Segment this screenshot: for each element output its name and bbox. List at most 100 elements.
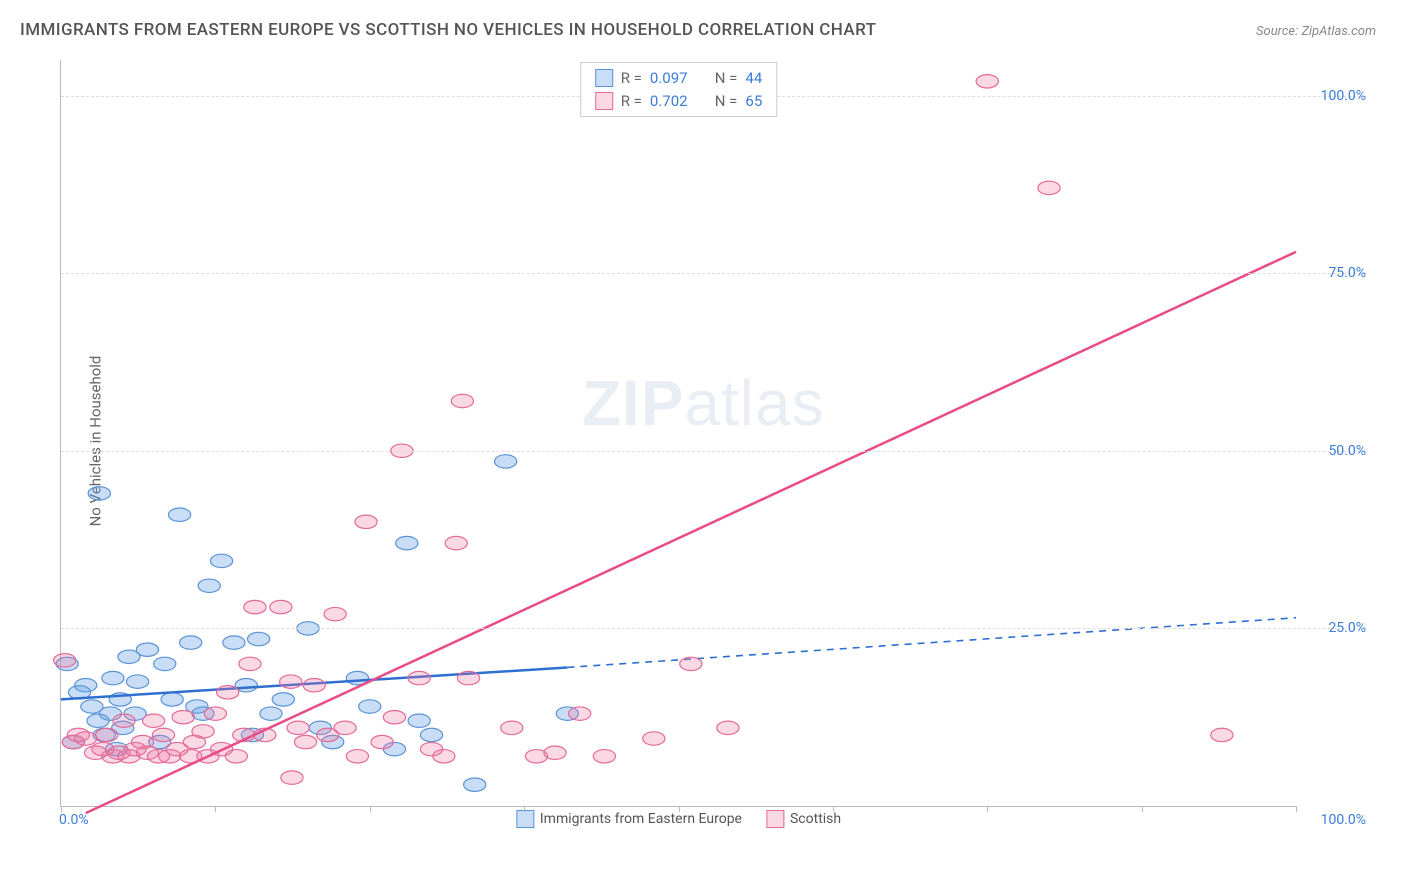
x-tick xyxy=(679,806,680,812)
trendline-dash-blue xyxy=(567,618,1296,668)
data-point-blue xyxy=(161,693,183,706)
y-tick-label: 75.0% xyxy=(1328,265,1366,281)
data-point-pink xyxy=(239,657,261,670)
series-legend: Immigrants from Eastern Europe Scottish xyxy=(516,810,841,828)
swatch-blue xyxy=(516,810,534,828)
data-point-blue xyxy=(75,679,97,692)
legend-item-pink: Scottish xyxy=(766,810,841,828)
swatch-pink xyxy=(766,810,784,828)
trendline-pink xyxy=(86,252,1296,813)
data-point-blue xyxy=(408,714,430,727)
data-point-pink xyxy=(433,750,455,763)
data-point-pink xyxy=(280,675,302,688)
data-point-pink xyxy=(172,710,194,723)
data-point-pink xyxy=(457,671,479,684)
x-tick xyxy=(987,806,988,812)
data-point-blue xyxy=(272,693,294,706)
y-tick-label: 100.0% xyxy=(1321,88,1366,104)
data-point-pink xyxy=(324,607,346,620)
data-point-blue xyxy=(126,675,148,688)
legend-item-blue: Immigrants from Eastern Europe xyxy=(516,810,742,828)
x-tick xyxy=(1142,806,1143,812)
data-point-blue xyxy=(359,700,381,713)
swatch-blue xyxy=(595,69,613,87)
x-tick xyxy=(1296,806,1297,812)
data-point-pink xyxy=(270,600,292,613)
correlation-legend: R = 0.097 N = 44R = 0.702 N = 65 xyxy=(580,62,778,117)
data-point-blue xyxy=(420,728,442,741)
swatch-pink xyxy=(595,92,613,110)
data-point-pink xyxy=(569,707,591,720)
legend-n-label: N = xyxy=(715,67,738,90)
x-tick xyxy=(215,806,216,812)
corr-legend-row-blue: R = 0.097 N = 44 xyxy=(595,67,763,90)
legend-n-value: 65 xyxy=(745,90,762,113)
y-tick-label: 25.0% xyxy=(1328,620,1366,636)
data-point-pink xyxy=(451,394,473,407)
chart-title: IMMIGRANTS FROM EASTERN EUROPE VS SCOTTI… xyxy=(20,20,876,40)
data-point-pink xyxy=(204,707,226,720)
data-point-blue xyxy=(88,487,110,500)
data-point-blue xyxy=(464,778,486,791)
source: Source: ZipAtlas.com xyxy=(1256,20,1376,39)
data-point-pink xyxy=(54,654,76,667)
x-tick-label: 0.0% xyxy=(59,812,89,828)
data-point-pink xyxy=(383,710,405,723)
legend-r-value: 0.702 xyxy=(650,90,688,113)
data-point-blue xyxy=(247,632,269,645)
data-point-blue xyxy=(260,707,282,720)
data-point-pink xyxy=(544,746,566,759)
legend-n-value: 44 xyxy=(745,67,762,90)
data-point-pink xyxy=(225,750,247,763)
data-point-pink xyxy=(643,732,665,745)
data-point-pink xyxy=(680,657,702,670)
legend-r-label: R = xyxy=(621,90,642,113)
legend-r-value: 0.097 xyxy=(650,67,688,90)
data-point-pink xyxy=(113,714,135,727)
data-point-blue xyxy=(154,657,176,670)
data-point-pink xyxy=(445,536,467,549)
chart-area: No Vehicles in Household ZIPatlas R = 0.… xyxy=(20,50,1376,832)
data-point-pink xyxy=(192,725,214,738)
data-point-pink xyxy=(281,771,303,784)
data-point-blue xyxy=(180,636,202,649)
data-point-pink xyxy=(593,750,615,763)
data-point-pink xyxy=(96,728,118,741)
legend-r-label: R = xyxy=(621,67,642,90)
data-point-pink xyxy=(371,735,393,748)
data-point-blue xyxy=(210,554,232,567)
data-point-pink xyxy=(346,750,368,763)
data-point-pink xyxy=(1038,181,1060,194)
data-point-blue xyxy=(223,636,245,649)
legend-n-label: N = xyxy=(715,90,738,113)
gridline xyxy=(61,451,1366,452)
data-point-pink xyxy=(152,728,174,741)
data-point-pink xyxy=(75,732,97,745)
data-point-pink xyxy=(143,714,165,727)
data-point-pink xyxy=(217,686,239,699)
data-point-pink xyxy=(244,600,266,613)
data-point-pink xyxy=(408,671,430,684)
source-value: ZipAtlas.com xyxy=(1301,24,1376,39)
data-point-blue xyxy=(168,508,190,521)
data-point-blue xyxy=(396,536,418,549)
data-point-pink xyxy=(294,735,316,748)
data-point-pink xyxy=(501,721,523,734)
data-point-pink xyxy=(287,721,309,734)
data-point-blue xyxy=(102,671,124,684)
data-point-pink xyxy=(303,679,325,692)
source-prefix: Source: xyxy=(1256,24,1301,39)
gridline xyxy=(61,273,1366,274)
gridline xyxy=(61,628,1366,629)
legend-label: Scottish xyxy=(790,811,841,827)
corr-legend-row-pink: R = 0.702 N = 65 xyxy=(595,90,763,113)
data-point-pink xyxy=(1211,728,1233,741)
plot-svg xyxy=(61,60,1296,806)
x-tick xyxy=(524,806,525,812)
y-tick-label: 50.0% xyxy=(1328,443,1366,459)
x-tick xyxy=(833,806,834,812)
x-tick-label: 100.0% xyxy=(1321,812,1366,828)
plot-region: ZIPatlas R = 0.097 N = 44R = 0.702 N = 6… xyxy=(60,60,1296,807)
legend-label: Immigrants from Eastern Europe xyxy=(540,811,742,827)
data-point-blue xyxy=(198,579,220,592)
